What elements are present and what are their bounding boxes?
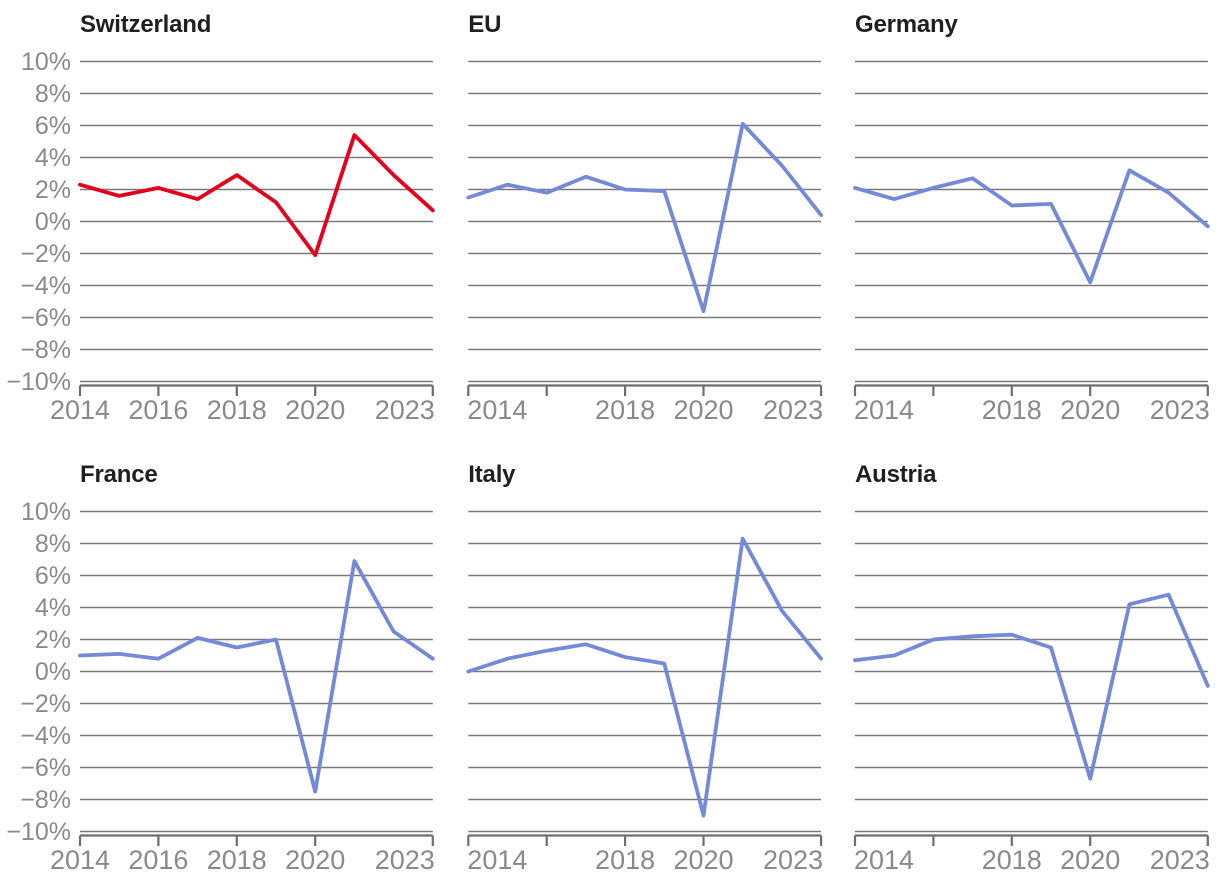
x-axis bbox=[467, 384, 823, 396]
y-tick-label: 8% bbox=[35, 80, 71, 108]
x-tick-label: 2018 bbox=[982, 845, 1042, 875]
chart-title-germany: Germany bbox=[855, 11, 958, 38]
x-tick-label: 2014 bbox=[50, 845, 110, 875]
data-line bbox=[466, 122, 824, 314]
y-tick-label: 0% bbox=[35, 208, 71, 236]
data-line bbox=[466, 536, 824, 818]
y-tick-label: −8% bbox=[20, 336, 71, 364]
y-tick-label: 4% bbox=[35, 144, 71, 172]
data-line bbox=[78, 133, 435, 258]
line-plot-germany: 2014 2018 2020 2023 bbox=[853, 60, 1210, 425]
chart-panel-germany: Germany 2014 2018 2020 2023 bbox=[820, 0, 1220, 444]
x-tick-label: 2023 bbox=[375, 395, 435, 425]
chart-title-italy: Italy bbox=[468, 461, 516, 488]
y-tick-label: −2% bbox=[20, 690, 71, 718]
y-tick-label: −4% bbox=[20, 722, 71, 750]
x-axis bbox=[853, 384, 1209, 396]
y-tick-label: 10% bbox=[21, 48, 71, 76]
x-tick-label: 2014 bbox=[467, 395, 527, 425]
chart-panel-eu: EU 2014 2018 2020 2023 bbox=[440, 0, 840, 444]
x-tick-label: 2018 bbox=[982, 395, 1042, 425]
chart-title-austria: Austria bbox=[855, 461, 937, 488]
x-tick-label: 2016 bbox=[128, 395, 188, 425]
chart-title-switzerland: Switzerland bbox=[80, 11, 212, 38]
x-axis bbox=[853, 834, 1209, 846]
line-plot-austria: 2014 2018 2020 2023 bbox=[853, 510, 1210, 875]
data-line bbox=[853, 168, 1210, 285]
x-tick-label: 2020 bbox=[1060, 395, 1120, 425]
x-tick-label: 2020 bbox=[673, 845, 733, 875]
x-tick-label: 2018 bbox=[595, 395, 655, 425]
chart-title-france: France bbox=[80, 461, 158, 488]
x-axis bbox=[467, 834, 823, 846]
y-tick-label: 8% bbox=[35, 530, 71, 558]
x-tick-label: 2016 bbox=[128, 845, 188, 875]
y-tick-label: −2% bbox=[20, 240, 71, 268]
y-tick-label: 0% bbox=[35, 658, 71, 686]
y-tick-label: −6% bbox=[20, 754, 71, 782]
y-tick-label: −10% bbox=[6, 818, 71, 846]
chart-panel-switzerland: Switzerland 10% 8% 6% 4% 2% 0% −2% −4% −6% −8% −10… bbox=[0, 0, 440, 444]
y-tick-label: −6% bbox=[20, 304, 71, 332]
y-tick-label: 6% bbox=[35, 562, 71, 590]
chart-panel-italy: Italy 2014 2018 2020 2023 bbox=[440, 450, 840, 894]
y-tick-label: 2% bbox=[35, 176, 71, 204]
x-tick-label: 2020 bbox=[285, 395, 345, 425]
x-tick-label: 2014 bbox=[467, 845, 527, 875]
x-tick-label: 2023 bbox=[763, 845, 823, 875]
x-tick-label: 2020 bbox=[285, 845, 345, 875]
chart-panel-austria: Austria 2014 2018 2020 2023 bbox=[820, 450, 1220, 894]
x-tick-label: 2018 bbox=[207, 395, 267, 425]
line-plot-italy: 2014 2018 2020 2023 bbox=[466, 510, 824, 875]
line-plot-france: 10% 8% 6% 4% 2% 0% −2% −4% −6% −8% −10%2014 2016 201… bbox=[6, 498, 435, 875]
line-plot-eu: 2014 2018 2020 2023 bbox=[466, 60, 824, 425]
y-tick-label: 2% bbox=[35, 626, 71, 654]
x-tick-label: 2023 bbox=[1150, 845, 1210, 875]
y-tick-label: 10% bbox=[21, 498, 71, 526]
y-tick-label: −10% bbox=[6, 368, 71, 396]
data-line bbox=[853, 592, 1210, 781]
x-tick-label: 2023 bbox=[763, 395, 823, 425]
y-tick-label: −4% bbox=[20, 272, 71, 300]
x-tick-label: 2020 bbox=[1060, 845, 1120, 875]
x-tick-label: 2014 bbox=[50, 395, 110, 425]
data-line bbox=[78, 559, 435, 794]
chart-title-eu: EU bbox=[468, 11, 502, 38]
x-tick-label: 2014 bbox=[854, 395, 914, 425]
line-plot-switzerland: 10% 8% 6% 4% 2% 0% −2% −4% −6% −8% −10%2014 2016 201… bbox=[6, 48, 435, 425]
y-tick-label: 4% bbox=[35, 594, 71, 622]
x-tick-label: 2023 bbox=[1150, 395, 1210, 425]
x-axis bbox=[78, 834, 434, 846]
x-tick-label: 2023 bbox=[375, 845, 435, 875]
y-tick-label: 6% bbox=[35, 112, 71, 140]
x-tick-label: 2018 bbox=[595, 845, 655, 875]
y-tick-label: −8% bbox=[20, 786, 71, 814]
x-tick-label: 2020 bbox=[673, 395, 733, 425]
x-tick-label: 2018 bbox=[207, 845, 267, 875]
x-tick-label: 2014 bbox=[854, 845, 914, 875]
x-axis bbox=[78, 384, 434, 396]
chart-panel-france: France 10% 8% 6% 4% 2% 0% −2% −4% −6% −8% −10% 2014… bbox=[0, 450, 440, 894]
